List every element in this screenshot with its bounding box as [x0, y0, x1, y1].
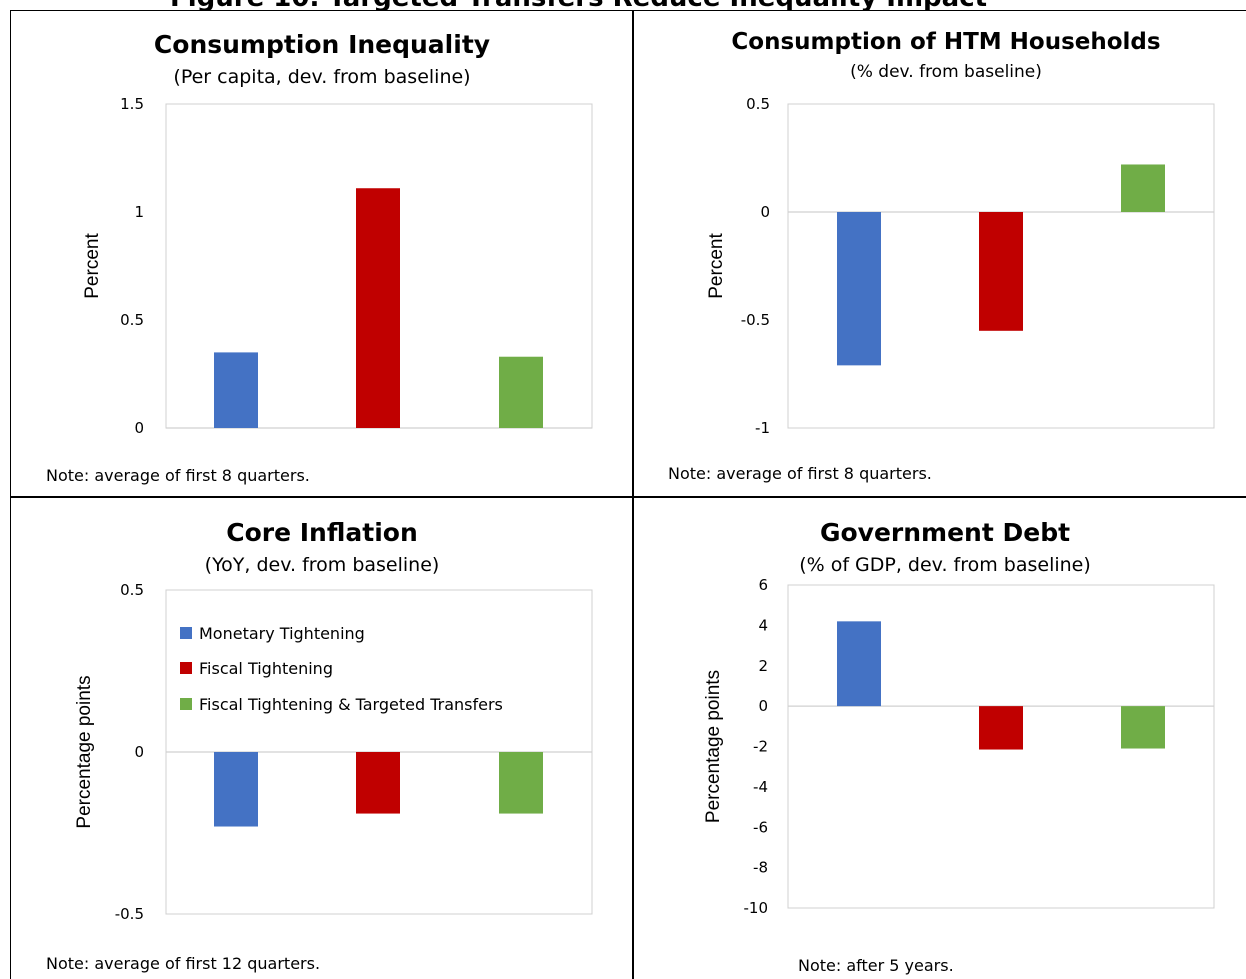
panel-divider-horizontal: [10, 496, 1246, 498]
figure-heading-clipped: Figure 10. Targeted Transfers Reduce Ine…: [0, 0, 1246, 10]
bar-fiscal-tightening-targeted-transfers: [499, 356, 543, 428]
y-tick-label: -6: [753, 818, 768, 836]
chart-subtitle: (% of GDP, dev. from baseline): [799, 554, 1091, 576]
y-tick-label: -2: [753, 738, 768, 756]
bar-fiscal-tightening-targeted-transfers: [499, 752, 543, 814]
y-axis-label: Percent: [706, 233, 727, 299]
chart-note: Note: after 5 years.: [798, 956, 954, 975]
bar-fiscal-tightening-targeted-transfers: [1121, 706, 1165, 749]
chart-subtitle: (Per capita, dev. from baseline): [173, 66, 470, 88]
chart-title: Government Debt: [820, 518, 1070, 547]
plot-area: [787, 584, 1215, 909]
chart-note: Note: average of first 8 quarters.: [668, 464, 932, 483]
bar-fiscal-tightening-targeted-transfers: [1121, 164, 1165, 212]
y-tick-label: -10: [744, 899, 769, 917]
y-tick-label: 0: [758, 697, 768, 715]
plot-area: [787, 103, 1215, 429]
chart-note: Note: average of first 12 quarters.: [46, 954, 320, 973]
legend-swatch-fiscal-tightening-targeted-transfers: [180, 698, 192, 710]
y-tick-label: -8: [753, 859, 768, 877]
panel-divider-vertical: [632, 10, 634, 979]
y-tick-label: 1.5: [120, 95, 144, 113]
bar-fiscal-tightening: [356, 188, 400, 428]
y-tick-label: -1: [755, 419, 770, 437]
y-tick-label: -0.5: [115, 905, 144, 923]
y-tick-label: 0.5: [120, 581, 144, 599]
y-tick-label: 0.5: [746, 95, 770, 113]
figure-heading: Figure 10. Targeted Transfers Reduce Ine…: [170, 0, 987, 10]
chart-title: Core Inflation: [226, 518, 418, 547]
legend-swatch-monetary-tightening: [180, 627, 192, 639]
y-tick-label: 0: [134, 419, 144, 437]
y-tick-label: 2: [758, 657, 768, 675]
y-axis-label: Percentage points: [74, 675, 95, 828]
bar-monetary-tightening: [837, 621, 881, 707]
y-tick-label: 4: [758, 616, 768, 634]
y-axis-label: Percent: [82, 233, 103, 299]
bar-monetary-tightening: [214, 352, 258, 428]
chart-subtitle: (% dev. from baseline): [850, 62, 1042, 82]
chart-note: Note: average of first 8 quarters.: [46, 466, 310, 485]
y-tick-label: -4: [753, 778, 768, 796]
y-tick-label: -0.5: [741, 311, 770, 329]
bar-monetary-tightening: [837, 212, 881, 366]
panel-grid-frame: [10, 10, 1246, 979]
bar-fiscal-tightening: [979, 706, 1023, 750]
legend: Monetary Tightening Fiscal Tightening Fisc…: [180, 624, 503, 714]
bar-fiscal-tightening: [356, 752, 400, 814]
y-tick-label: 0: [134, 743, 144, 761]
chart-title: Consumption Inequality: [154, 30, 490, 59]
legend-label-fiscal-tightening-targeted-transfers: Fiscal Tightening & Targeted Transfers: [199, 695, 503, 714]
y-tick-label: 1: [134, 203, 144, 221]
y-tick-label: 0.5: [120, 311, 144, 329]
legend-label-monetary-tightening: Monetary Tightening: [199, 624, 365, 643]
chart-subtitle: (YoY, dev. from baseline): [205, 554, 440, 576]
y-tick-label: 0: [760, 203, 770, 221]
legend-label-fiscal-tightening: Fiscal Tightening: [199, 659, 333, 678]
y-axis-label: Percentage points: [703, 670, 724, 823]
y-tick-label: 6: [758, 576, 768, 594]
bar-fiscal-tightening: [979, 212, 1023, 331]
legend-swatch-fiscal-tightening: [180, 662, 192, 674]
bar-monetary-tightening: [214, 752, 258, 827]
chart-title: Consumption of HTM Households: [731, 29, 1160, 55]
